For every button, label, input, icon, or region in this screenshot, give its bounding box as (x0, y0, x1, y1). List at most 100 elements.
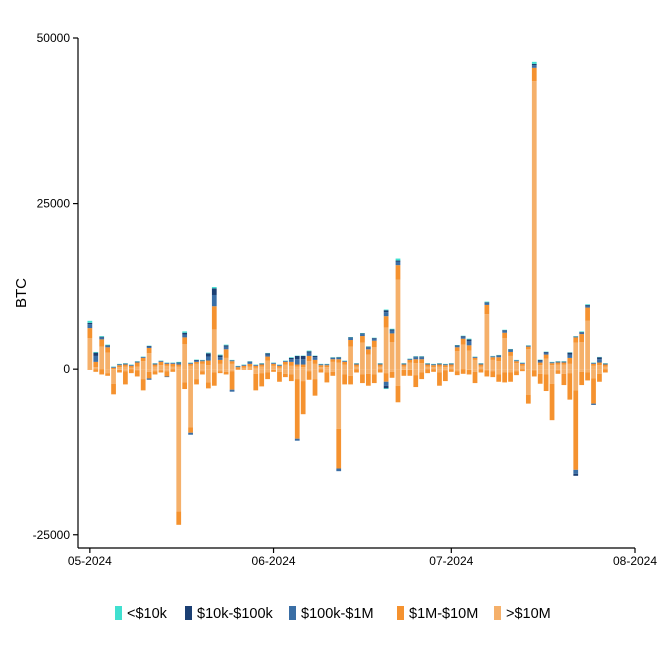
bar-inflow-segment (467, 351, 472, 370)
bar-inflow-segment (283, 365, 288, 370)
bar-outflow-segment (218, 371, 223, 373)
bar-outflow-segment (230, 390, 235, 392)
bar-inflow-segment (567, 358, 572, 364)
bar-inflow-segment (372, 341, 377, 348)
bar-inflow-segment (496, 357, 501, 361)
bar-outflow-segment (544, 374, 549, 391)
bar-outflow-segment (579, 369, 584, 372)
bar-inflow-segment (579, 331, 584, 332)
bar-inflow-segment (603, 364, 608, 365)
bar-inflow-segment (556, 362, 561, 363)
bar-outflow-segment (455, 371, 460, 375)
bar-outflow-segment (313, 369, 318, 379)
bar-inflow-segment (508, 350, 513, 352)
bar-inflow-segment (461, 337, 466, 339)
bar-outflow-segment (182, 382, 187, 389)
bar-outflow-segment (259, 373, 264, 386)
bar-inflow-segment (325, 367, 330, 369)
bar-inflow-segment (366, 347, 371, 349)
bar-inflow-segment (550, 363, 555, 364)
bar-inflow-segment (182, 335, 187, 338)
y-axis-label: BTC (13, 278, 30, 308)
bar-inflow-segment (99, 337, 104, 339)
bar-inflow-segment (449, 365, 454, 367)
bar-inflow-segment (224, 347, 229, 350)
bar-inflow-segment (176, 363, 181, 364)
bar-inflow-segment (402, 364, 407, 365)
bar-outflow-segment (212, 372, 217, 385)
legend-label: $10k-$100k (197, 606, 274, 622)
bar-inflow-segment (141, 358, 146, 361)
bar-inflow-segment (585, 306, 590, 308)
bar-inflow-segment (325, 365, 330, 367)
bar-inflow-segment (538, 365, 543, 369)
bar-inflow-segment (330, 362, 335, 369)
bar-inflow-segment (508, 349, 513, 350)
bar-outflow-segment (526, 369, 531, 395)
bar-inflow-segment (603, 365, 608, 367)
bar-outflow-segment (591, 404, 596, 405)
legend-label: >$10M (506, 606, 551, 622)
bar-outflow-segment (603, 369, 608, 372)
bar-inflow-segment (437, 365, 442, 367)
bar-inflow-segment (443, 365, 448, 366)
bar-outflow-segment (271, 369, 276, 370)
bar-inflow-segment (212, 306, 217, 329)
bar-inflow-segment (354, 364, 359, 365)
bar-inflow-segment (319, 365, 324, 366)
bar-inflow-segment (342, 361, 347, 362)
bar-inflow-segment (573, 337, 578, 338)
bar-inflow-segment (336, 357, 341, 358)
bar-inflow-segment (295, 359, 300, 364)
bar-inflow-segment (129, 366, 134, 368)
bar-inflow-segment (544, 352, 549, 353)
bar-outflow-segment (141, 369, 146, 379)
bar-inflow-segment (425, 365, 430, 367)
bar-outflow-segment (562, 369, 567, 374)
bar-inflow-segment (117, 367, 122, 369)
bar-outflow-segment (188, 369, 193, 427)
bar-inflow-segment (461, 336, 466, 337)
bar-outflow-segment (247, 369, 252, 370)
bar-inflow-segment (425, 364, 430, 365)
bar-inflow-segment (336, 358, 341, 359)
bar-outflow-segment (301, 369, 306, 381)
bar-inflow-segment (366, 355, 371, 370)
bar-inflow-segment (176, 363, 181, 364)
bar-inflow-segment (212, 288, 217, 295)
bar-outflow-segment (224, 369, 229, 372)
bar-outflow-segment (402, 369, 407, 370)
bar-inflow-segment (402, 365, 407, 367)
bar-outflow-segment (182, 369, 187, 382)
bar-inflow-segment (490, 357, 495, 360)
bar-outflow-segment (289, 369, 294, 374)
bar-inflow-segment (87, 328, 92, 338)
bar-inflow-segment (413, 357, 418, 359)
bar-inflow-segment (307, 356, 312, 361)
bar-inflow-segment (141, 361, 146, 369)
bar-inflow-segment (159, 365, 164, 369)
bar-outflow-segment (455, 369, 460, 371)
bar-outflow-segment (111, 384, 116, 395)
bar-inflow-segment (188, 364, 193, 366)
bar-inflow-segment (396, 259, 401, 261)
bar-outflow-segment (502, 369, 507, 372)
bar-inflow-segment (413, 357, 418, 358)
bar-outflow-segment (467, 370, 472, 375)
bar-inflow-segment (402, 367, 407, 370)
bar-inflow-segment (105, 345, 110, 346)
bar-outflow-segment (313, 379, 318, 396)
x-tick-label: 07-2024 (429, 554, 473, 568)
bar-inflow-segment (354, 365, 359, 367)
bar-outflow-segment (407, 370, 412, 376)
bar-outflow-segment (473, 372, 478, 383)
bar-outflow-segment (123, 369, 128, 371)
bar-inflow-segment (147, 353, 152, 369)
bar-inflow-segment (325, 365, 330, 366)
bar-outflow-segment (567, 373, 572, 399)
bar-inflow-segment (496, 355, 501, 356)
bar-outflow-segment (538, 374, 543, 384)
bar-inflow-segment (484, 303, 489, 305)
